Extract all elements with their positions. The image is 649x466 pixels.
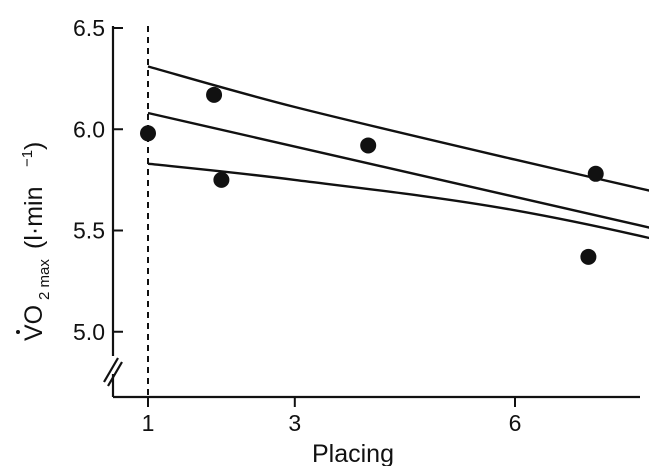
y-axis-title-exponent: −1 — [19, 150, 36, 167]
x-tick-label: 6 — [509, 410, 522, 436]
y-tick-label: 5.5 — [73, 218, 105, 244]
regression-line — [147, 111, 649, 229]
data-point — [587, 165, 604, 182]
data-point — [360, 137, 377, 154]
data-point — [213, 171, 230, 188]
data-point — [140, 125, 156, 142]
y-axis-title-close: ) — [20, 142, 48, 150]
confidence-lower-line — [147, 162, 649, 240]
y-axis-break-mark — [107, 361, 123, 387]
x-axis-title: Placing — [312, 440, 394, 466]
confidence-upper-line — [147, 65, 649, 192]
y-tick-label: 5.0 — [73, 319, 105, 345]
y-tick-label: 6.0 — [73, 116, 105, 142]
data-point — [580, 248, 597, 265]
x-tick-label: 3 — [288, 410, 301, 436]
y-axis-title-subscript: 2 max — [36, 259, 53, 300]
y-axis-title-units: (l·min — [20, 187, 48, 250]
y-axis-title-main: VO — [20, 305, 48, 341]
y-tick-label: 6.5 — [73, 15, 105, 41]
y-axis-break-mark — [103, 357, 119, 383]
data-point — [206, 86, 223, 103]
x-tick-label: 1 — [142, 410, 155, 436]
y-axis-title: VO 2 max (l·min −1) — [16, 142, 53, 341]
y-axis-title-dot — [16, 330, 20, 334]
